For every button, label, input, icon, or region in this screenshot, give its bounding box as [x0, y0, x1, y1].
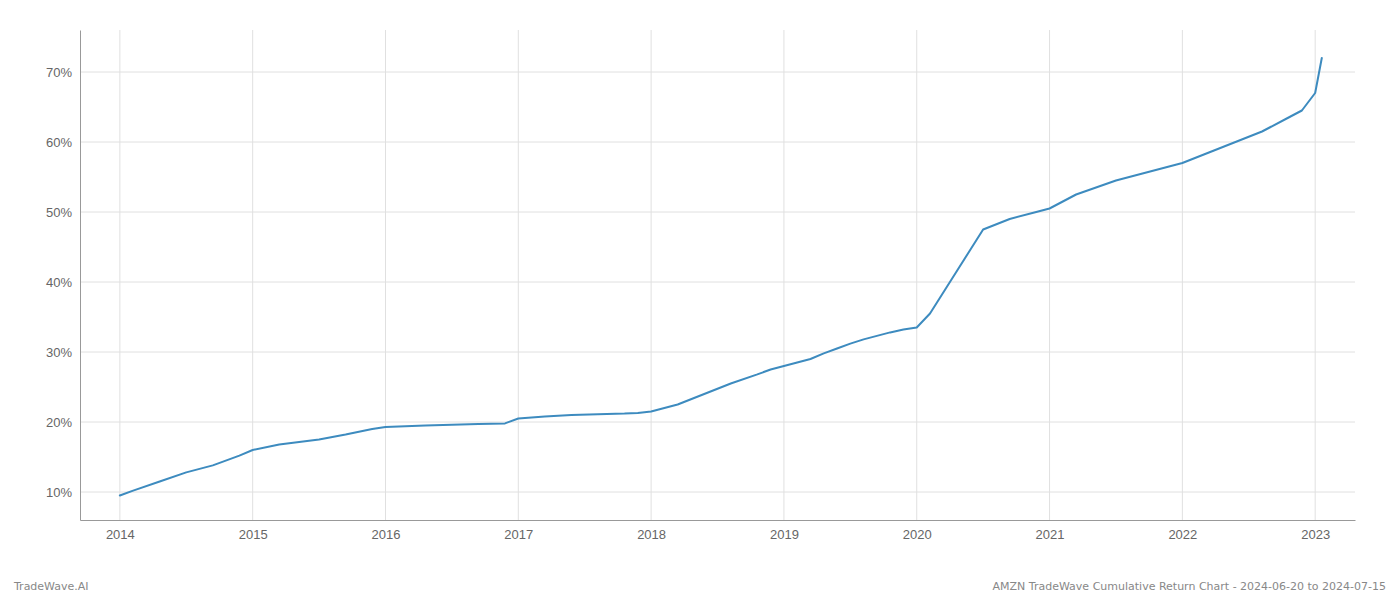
x-tick: 2015 [239, 520, 268, 542]
grid-line [1315, 30, 1316, 520]
x-tick: 2018 [637, 520, 666, 542]
footer-right: AMZN TradeWave Cumulative Return Chart -… [993, 580, 1386, 593]
grid-line [916, 30, 917, 520]
grid-line [80, 142, 1355, 143]
y-tick-label: 50% [46, 205, 72, 220]
grid-line [80, 492, 1355, 493]
x-tick: 2014 [106, 520, 135, 542]
y-tick-label: 60% [46, 135, 72, 150]
x-tick-label: 2021 [1036, 527, 1065, 542]
x-tick: 2021 [1036, 520, 1065, 542]
y-axis: 10% 20% 30% 40% 50% 60% 70% [46, 31, 81, 521]
y-tick: 20% [46, 415, 80, 430]
x-axis-line [81, 520, 1356, 521]
grid-line [80, 72, 1355, 73]
x-tick-label: 2019 [770, 527, 799, 542]
x-tick-label: 2016 [372, 527, 401, 542]
x-axis: 2014 2015 2016 2017 2018 2019 2020 2021 2022 2023 [81, 520, 1356, 542]
grid-line [80, 352, 1355, 353]
x-tick-label: 2017 [504, 527, 533, 542]
x-tick-label: 2020 [903, 527, 932, 542]
grid-line [80, 422, 1355, 423]
grid-line [80, 282, 1355, 283]
x-tick-label: 2018 [637, 527, 666, 542]
x-tick: 2017 [504, 520, 533, 542]
line [120, 58, 1322, 496]
x-tick-label: 2015 [239, 527, 268, 542]
x-tick: 2016 [372, 520, 401, 542]
y-tick: 30% [46, 345, 80, 360]
chart: 2014 2015 2016 2017 2018 2019 2020 2021 2022 2023… [0, 0, 1400, 600]
grid-line [1182, 30, 1183, 520]
y-tick-label: 20% [46, 415, 72, 430]
x-tick-label: 2023 [1301, 527, 1330, 542]
x-tick: 2022 [1168, 520, 1197, 542]
x-tick: 2023 [1301, 520, 1330, 542]
marks [120, 58, 1322, 496]
x-tick-label: 2014 [106, 527, 135, 542]
grid-line [783, 30, 784, 520]
grid-line [518, 30, 519, 520]
plot-area: 2014 2015 2016 2017 2018 2019 2020 2021 2022 2023… [46, 30, 1356, 542]
grid-line [80, 212, 1355, 213]
y-tick: 50% [46, 205, 80, 220]
y-tick: 10% [46, 485, 80, 500]
x-tick: 2019 [770, 520, 799, 542]
y-tick-label: 40% [46, 275, 72, 290]
grid-line [651, 30, 652, 520]
grid-line [1049, 30, 1050, 520]
y-tick-label: 10% [46, 485, 72, 500]
y-tick: 70% [46, 65, 80, 80]
y-tick: 60% [46, 135, 80, 150]
footer-left: TradeWave.AI [13, 580, 89, 593]
grid-line [385, 30, 386, 520]
y-tick-label: 70% [46, 65, 72, 80]
x-tick-label: 2022 [1168, 527, 1197, 542]
x-tick: 2020 [903, 520, 932, 542]
grid-line [119, 30, 120, 520]
y-tick: 40% [46, 275, 80, 290]
y-axis-line [80, 31, 81, 521]
grid [80, 30, 1355, 520]
grid-line [252, 30, 253, 520]
y-tick-label: 30% [46, 345, 72, 360]
